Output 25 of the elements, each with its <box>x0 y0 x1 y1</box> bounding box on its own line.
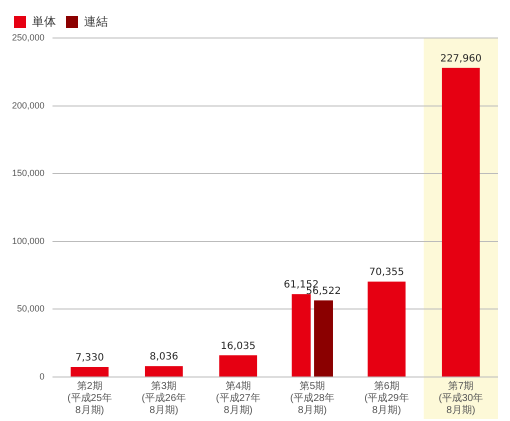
bar <box>144 366 183 376</box>
y-tick-label: 200,000 <box>12 100 45 110</box>
y-tick-label: 150,000 <box>12 168 45 178</box>
data-label: 8,036 <box>150 352 178 363</box>
x-tick-label: 第6期 (平成29年 8月期) <box>364 380 409 416</box>
y-tick-label: 250,000 <box>12 32 45 42</box>
bar <box>219 355 258 376</box>
data-label: 227,960 <box>440 53 482 64</box>
data-label: 16,035 <box>220 340 256 352</box>
data-label: 56,522 <box>306 286 342 297</box>
y-tick-label: 0 <box>40 371 45 382</box>
bar <box>314 300 333 376</box>
y-tick-label: 100,000 <box>12 236 45 246</box>
x-tick-label: 第2期 (平成25年 8月期) <box>67 380 112 416</box>
bar <box>70 367 109 376</box>
y-tick-label: 50,000 <box>17 304 45 314</box>
data-label: 7,330 <box>75 352 104 364</box>
x-tick-label: 第5期 (平成28年 8月期) <box>290 380 335 416</box>
legend-label: 単体 <box>32 14 56 28</box>
x-tick-label: 第3期 (平成26年 8月期) <box>142 380 186 416</box>
x-tick-label: 第4期 (平成27年 8月期) <box>216 380 260 416</box>
bar <box>368 282 406 376</box>
legend-label: 連結 <box>84 14 108 28</box>
data-label: 70,355 <box>369 267 404 278</box>
x-tick-label: 第7期 (平成30年 8月期) <box>438 380 484 416</box>
